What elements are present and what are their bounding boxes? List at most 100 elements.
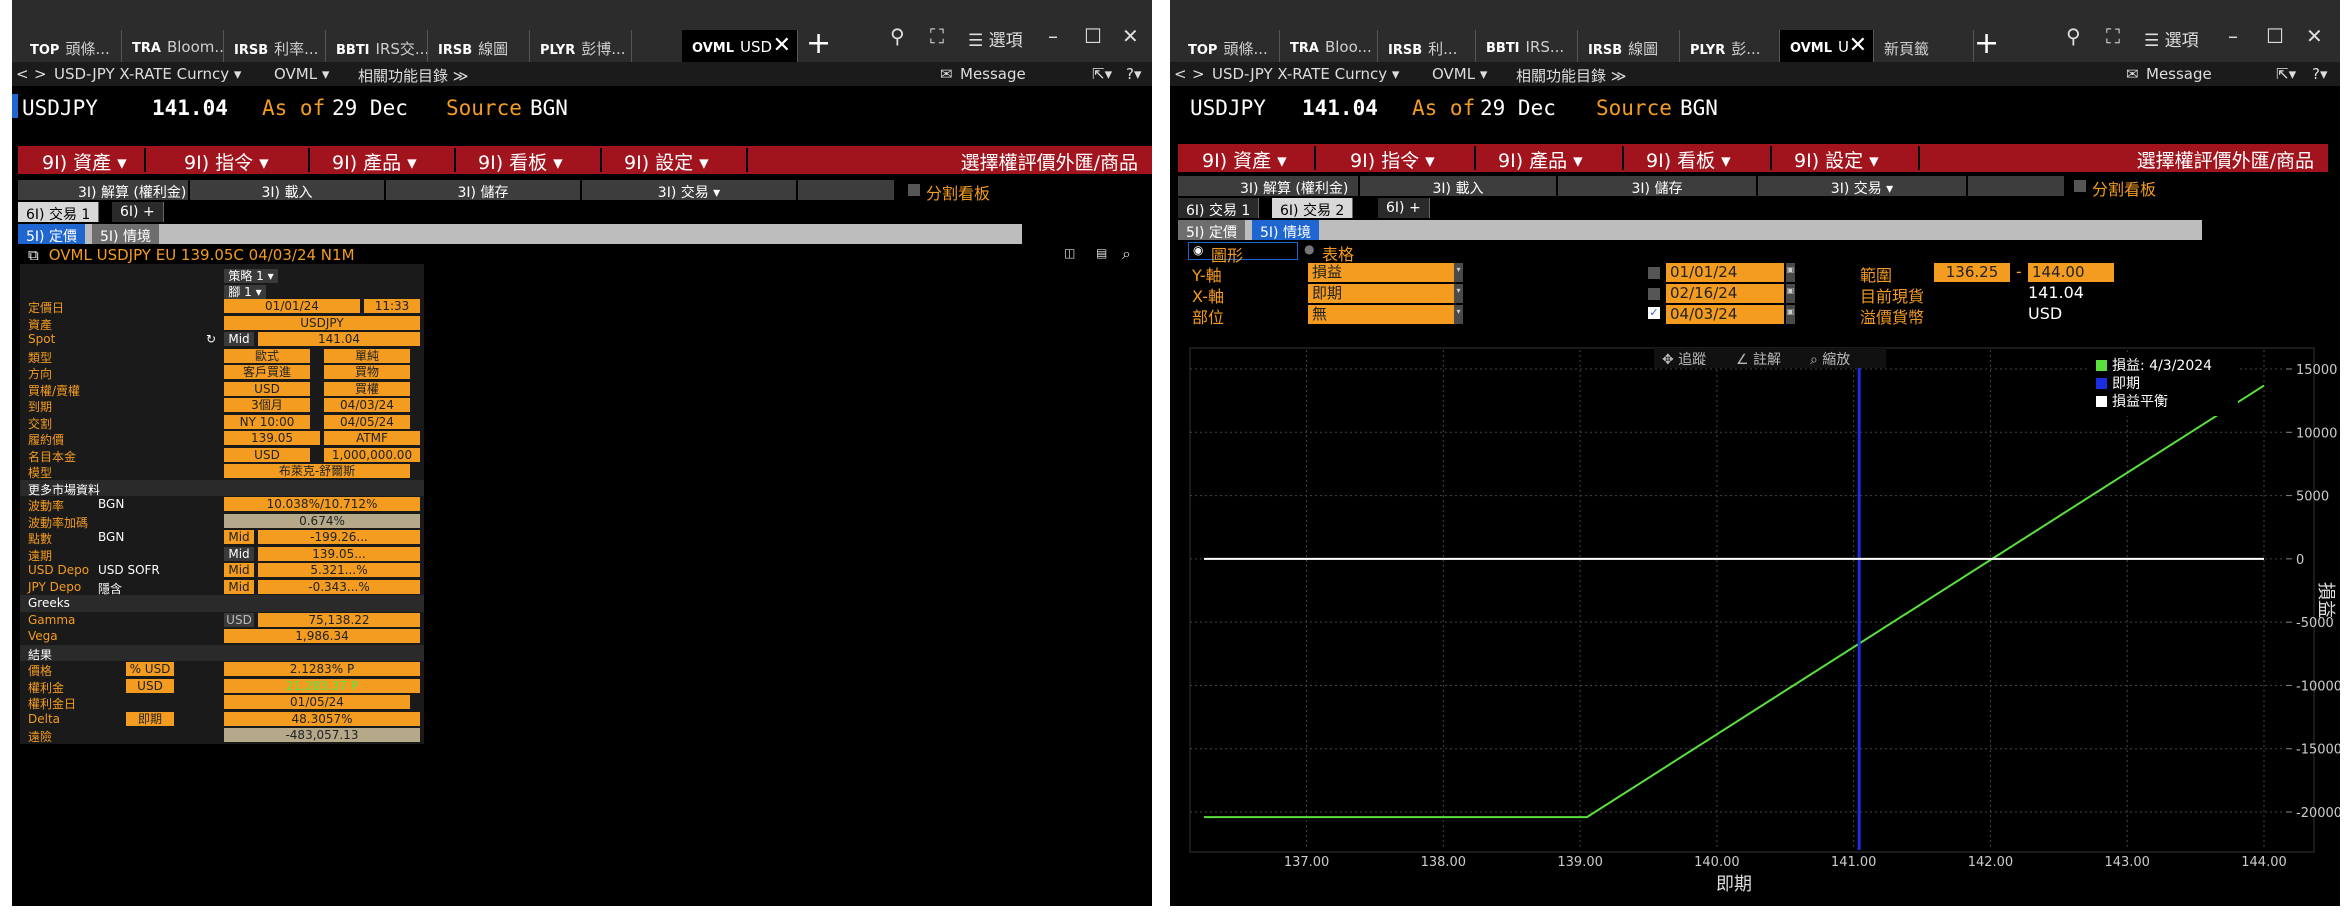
vol-field[interactable]: 10.038%/10.712% <box>224 497 420 511</box>
tenor-field[interactable]: 3個月 <box>224 398 310 412</box>
tab-ovml[interactable]: OVML USD ✕ <box>682 30 798 62</box>
y-axis-select[interactable]: 損益 <box>1308 263 1454 282</box>
pricing-time-field[interactable]: 11:33 <box>364 299 420 313</box>
settle-date-field[interactable]: 04/05/24 <box>324 414 410 429</box>
security-selector[interactable]: USD-JPY X-RATE Curncy ▾ <box>1212 65 1400 83</box>
forward-icon[interactable]: > <box>34 65 47 83</box>
function-selector[interactable]: OVML ▾ <box>274 65 330 83</box>
menu-products[interactable]: 9I) 產品 ▾ <box>1498 150 1583 172</box>
back-icon[interactable]: < <box>1174 65 1187 83</box>
zoom-icon[interactable]: ⌕ <box>1122 244 1131 263</box>
related-functions[interactable]: 相關功能目錄 ≫ <box>1516 67 1627 85</box>
layout-icon[interactable]: ◫ <box>1064 246 1076 260</box>
zoom-button[interactable]: ⌕ 縮放 <box>1810 352 1850 368</box>
tab-scenario[interactable]: 5I) 情境 <box>92 224 159 245</box>
tab-irsb[interactable]: IRSB 利率... <box>224 30 326 62</box>
help-icon[interactable]: ?▾ <box>2312 65 2328 83</box>
function-selector[interactable]: OVML ▾ <box>1432 65 1488 83</box>
forward-field[interactable]: 139.05... <box>258 546 420 561</box>
options-menu[interactable]: ☰ 選項 <box>968 31 1023 51</box>
tab-deal-2[interactable]: 6I) 交易 2 <box>1272 198 1354 219</box>
chevron-down-icon[interactable]: ▾ <box>1454 284 1463 303</box>
minimize-icon[interactable]: – <box>1048 24 1058 48</box>
calendar-icon[interactable]: ▣ <box>1786 305 1795 324</box>
position-select[interactable]: 無 <box>1308 305 1454 324</box>
chevron-down-icon[interactable]: ▾ <box>1454 305 1463 324</box>
new-tab-icon[interactable]: + <box>1974 26 2000 61</box>
date2-field[interactable]: 02/16/24 <box>1666 284 1784 303</box>
tab-deal-1[interactable]: 6I) 交易 1 <box>18 202 100 223</box>
save-button[interactable]: 3I) 儲存 <box>1558 176 1758 197</box>
forward-icon[interactable]: > <box>1192 65 1205 83</box>
date3-checkbox-checked[interactable]: ✓ <box>1648 306 1660 319</box>
security-selector[interactable]: USD-JPY X-RATE Curncy ▾ <box>54 65 242 83</box>
leg-selector[interactable]: 腳 1 ▾ <box>224 285 266 299</box>
tab-top[interactable]: TOP 頭條... <box>1178 30 1280 62</box>
x-axis-select[interactable]: 即期 <box>1308 284 1454 303</box>
load-button[interactable]: 3I) 載入 <box>190 180 386 201</box>
split-checkbox[interactable] <box>2074 180 2086 192</box>
subtype-field[interactable]: 單純 <box>324 348 410 363</box>
new-tab-icon[interactable]: + <box>806 26 832 61</box>
premium-ccy[interactable]: USD <box>126 678 174 693</box>
export-icon[interactable]: ⇱▾ <box>1092 65 1113 83</box>
close-tab-icon[interactable]: ✕ <box>772 33 791 58</box>
maximize-icon[interactable]: ☐ <box>2266 24 2284 48</box>
chevron-down-icon[interactable]: ▾ <box>1454 263 1463 282</box>
solve-button[interactable]: 3I) 解算 (權利金) ▾ <box>18 180 190 218</box>
type-field[interactable]: 歐式 <box>224 348 310 363</box>
menu-assets[interactable]: 9I) 資產 ▾ <box>1202 150 1287 172</box>
track-button[interactable]: ✥ 追蹤 <box>1662 352 1706 368</box>
menu-boards[interactable]: 9I) 看板 ▾ <box>478 152 563 174</box>
row-section-results[interactable]: 結果 <box>20 644 424 662</box>
menu-commands[interactable]: 9I) 指令 ▾ <box>184 152 269 174</box>
premium-date-field[interactable]: 01/05/24 <box>224 695 410 709</box>
tab-plyr[interactable]: PLYR 彭... <box>1680 30 1780 62</box>
tab-irsb-chart[interactable]: IRSB 線圖 <box>1578 30 1680 62</box>
currency-field[interactable]: USD <box>224 381 310 396</box>
strike-field[interactable]: 139.05 <box>224 431 320 445</box>
load-button[interactable]: 3I) 載入 <box>1360 176 1558 197</box>
row-section-greeks[interactable]: Greeks <box>20 595 424 612</box>
close-tab-icon[interactable]: ✕ <box>1848 33 1867 58</box>
help-icon[interactable]: ?▾ <box>1126 65 1142 83</box>
tab-top[interactable]: TOP 頭條... <box>20 30 122 62</box>
message-button[interactable]: Message <box>960 65 1026 83</box>
points-field[interactable]: -199.26... <box>258 530 420 544</box>
tab-pricing[interactable]: 5I) 定價 <box>18 224 85 245</box>
copy-icon[interactable]: ⧉ <box>28 246 39 264</box>
fullscreen-icon[interactable]: ⛶ <box>2106 24 2120 48</box>
direction-field[interactable]: 客戶買進 <box>224 365 310 379</box>
date1-field[interactable]: 01/01/24 <box>1666 263 1784 282</box>
menu-boards[interactable]: 9I) 看板 ▾ <box>1646 150 1731 172</box>
trade-button[interactable]: 3I) 交易 ▾ <box>582 180 798 201</box>
row-section-market[interactable]: 更多市場資料 <box>20 479 424 497</box>
date3-field[interactable]: 04/03/24 <box>1666 305 1784 324</box>
usd-depo-side[interactable]: Mid <box>224 563 254 577</box>
message-icon[interactable]: ✉ <box>2126 65 2139 83</box>
tab-tra[interactable]: TRA Bloom... <box>122 30 224 62</box>
callput-field[interactable]: 買權 <box>324 381 410 396</box>
tab-add-deal[interactable]: 6I) + <box>112 202 164 222</box>
fullscreen-icon[interactable]: ⛶ <box>930 24 944 48</box>
message-icon[interactable]: ✉ <box>940 65 953 83</box>
price-unit[interactable]: % USD <box>126 662 174 676</box>
export-icon[interactable]: ⇱▾ <box>2276 65 2297 83</box>
tab-plyr[interactable]: PLYR 彭博... <box>530 30 632 62</box>
tab-bbti[interactable]: BBTI IRS交... <box>326 30 428 62</box>
trade-button[interactable]: 3I) 交易 ▾ <box>1758 176 1968 197</box>
strike-mode-field[interactable]: ATMF <box>324 431 420 445</box>
options-menu[interactable]: ☰ 選項 <box>2144 31 2199 51</box>
message-button[interactable]: Message <box>2146 65 2212 83</box>
split-checkbox[interactable] <box>908 184 920 196</box>
related-functions[interactable]: 相關功能目錄 ≫ <box>358 67 469 85</box>
radio-graph[interactable]: ◉ 圖形 <box>1188 242 1298 265</box>
usd-depo-field[interactable]: 5.321...% <box>258 563 420 577</box>
tab-pricing[interactable]: 5I) 定價 <box>1178 220 1245 241</box>
delta-type[interactable]: 即期 <box>126 711 174 726</box>
cut-field[interactable]: NY 10:00 <box>224 414 310 429</box>
minimize-icon[interactable]: – <box>2228 24 2238 48</box>
jpy-depo-field[interactable]: -0.343...% <box>258 579 420 594</box>
menu-settings[interactable]: 9I) 設定 ▾ <box>1794 150 1879 172</box>
calendar-icon[interactable]: ▣ <box>1786 284 1795 303</box>
